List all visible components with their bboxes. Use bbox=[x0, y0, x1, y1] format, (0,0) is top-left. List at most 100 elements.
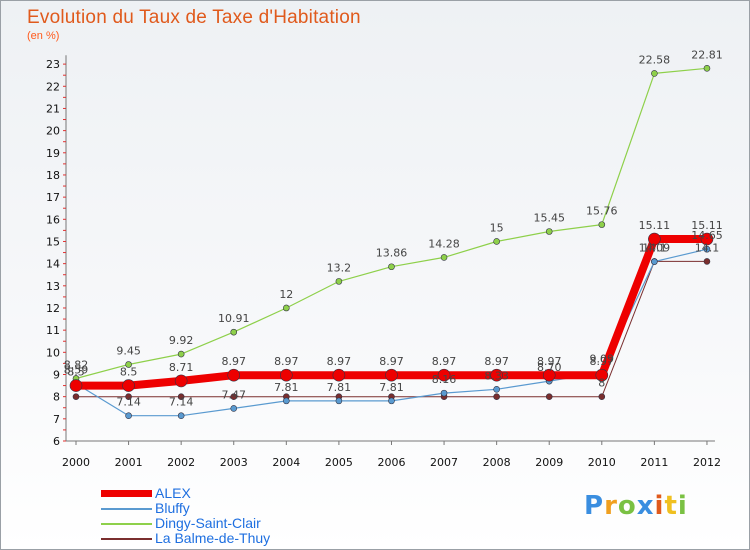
data-point-alex bbox=[542, 368, 556, 382]
y-tick-label: 10 bbox=[46, 346, 60, 359]
x-tick-label: 2010 bbox=[588, 456, 616, 469]
x-tick-label: 2007 bbox=[430, 456, 458, 469]
y-tick-label: 23 bbox=[46, 58, 60, 71]
data-label-dingy-saint-clair: 10.91 bbox=[218, 312, 250, 325]
legend-item-la-balme-de-thuy: La Balme-de-Thuy bbox=[101, 531, 401, 546]
data-label-alex: 8.5 bbox=[67, 366, 85, 379]
data-label-alex: 15.11 bbox=[691, 219, 723, 232]
data-point-alex bbox=[490, 368, 503, 382]
data-point-bluffy bbox=[440, 389, 448, 397]
y-tick-label: 14 bbox=[46, 258, 60, 271]
data-point-la-balme-de-thuy bbox=[493, 393, 500, 400]
data-point-alex bbox=[122, 379, 135, 392]
data-point-alex bbox=[385, 368, 398, 382]
data-point-alex bbox=[648, 232, 661, 246]
data-label-bluffy: 8.16 bbox=[432, 373, 457, 386]
data-point-dingy-saint-clair bbox=[125, 361, 132, 368]
y-tick-label: 6 bbox=[53, 435, 60, 448]
data-point-dingy-saint-clair bbox=[545, 228, 553, 235]
data-point-dingy-saint-clair bbox=[335, 278, 343, 285]
legend-swatch-dingy-saint-clair bbox=[101, 523, 152, 525]
logo-letter: P bbox=[584, 491, 605, 521]
data-label-bluffy: 14.65 bbox=[691, 229, 723, 242]
proxiti-logo: Proxiti bbox=[584, 491, 688, 521]
data-point-bluffy bbox=[283, 397, 290, 405]
data-point-bluffy bbox=[493, 386, 500, 393]
y-tick-label: 15 bbox=[46, 235, 60, 248]
data-label-alex: 8.5 bbox=[120, 366, 138, 379]
legend-label-la-balme-de-thuy: La Balme-de-Thuy bbox=[155, 530, 271, 546]
data-point-dingy-saint-clair bbox=[440, 254, 448, 261]
logo-letter: i bbox=[654, 491, 665, 521]
data-label-bluffy: 8.33 bbox=[484, 369, 509, 382]
data-point-la-balme-de-thuy bbox=[72, 393, 80, 400]
data-point-alex bbox=[280, 368, 293, 382]
data-label-alex: 8.97 bbox=[274, 355, 299, 368]
x-tick-label: 2012 bbox=[693, 456, 721, 469]
data-label-dingy-saint-clair: 14.28 bbox=[428, 237, 460, 250]
data-point-alex bbox=[227, 368, 241, 382]
data-label-alex: 8.97 bbox=[379, 355, 404, 368]
x-tick-label: 2005 bbox=[325, 456, 353, 469]
data-point-alex bbox=[69, 379, 83, 392]
y-tick-label: 11 bbox=[46, 324, 60, 337]
data-point-dingy-saint-clair bbox=[651, 70, 658, 77]
data-label-dingy-saint-clair: 8.82 bbox=[64, 358, 89, 371]
data-label-alex: 8.97 bbox=[590, 355, 615, 368]
y-tick-label: 17 bbox=[46, 191, 60, 204]
data-label-bluffy: 7.14 bbox=[116, 396, 141, 409]
data-point-la-balme-de-thuy bbox=[545, 393, 553, 400]
data-point-bluffy bbox=[177, 412, 185, 420]
logo-letter: r bbox=[604, 491, 618, 521]
x-tick-label: 2011 bbox=[640, 456, 668, 469]
data-point-la-balme-de-thuy bbox=[598, 393, 606, 400]
data-label-dingy-saint-clair: 13.2 bbox=[327, 261, 352, 274]
x-tick-label: 2004 bbox=[272, 456, 300, 469]
legend-label-dingy-saint-clair: Dingy-Saint-Clair bbox=[155, 515, 261, 531]
x-tick-label: 2001 bbox=[115, 456, 143, 469]
data-point-bluffy bbox=[388, 397, 395, 405]
x-tick-label: 2009 bbox=[535, 456, 563, 469]
data-label-alex: 8.97 bbox=[221, 355, 246, 368]
y-tick-label: 21 bbox=[46, 102, 60, 115]
data-label-dingy-saint-clair: 15.45 bbox=[533, 211, 565, 224]
data-point-bluffy bbox=[335, 397, 343, 405]
data-point-la-balme-de-thuy bbox=[177, 393, 185, 400]
legend-item-dingy-saint-clair: Dingy-Saint-Clair bbox=[101, 516, 401, 531]
y-tick-label: 9 bbox=[53, 368, 60, 381]
data-label-dingy-saint-clair: 9.92 bbox=[169, 334, 194, 347]
data-label-dingy-saint-clair: 13.86 bbox=[376, 247, 408, 260]
data-label-alex: 15.11 bbox=[639, 219, 671, 232]
data-label-dingy-saint-clair: 15.76 bbox=[586, 205, 618, 218]
data-label-dingy-saint-clair: 9.45 bbox=[116, 345, 141, 358]
data-point-dingy-saint-clair bbox=[230, 328, 238, 336]
data-point-bluffy bbox=[230, 405, 238, 412]
legend: ALEX Bluffy Dingy-Saint-Clair La Balme-d… bbox=[101, 486, 401, 546]
data-point-dingy-saint-clair bbox=[388, 263, 395, 271]
y-tick-label: 18 bbox=[46, 169, 60, 182]
legend-item-alex: ALEX bbox=[101, 486, 401, 501]
legend-label-alex: ALEX bbox=[155, 485, 191, 501]
data-point-dingy-saint-clair bbox=[598, 221, 606, 228]
chart-subtitle: (en %) bbox=[27, 30, 60, 42]
data-point-la-balme-de-thuy bbox=[703, 258, 711, 265]
data-label-alex: 8.97 bbox=[432, 355, 457, 368]
legend-swatch-la-balme-de-thuy bbox=[101, 538, 152, 540]
series-line-dingy-saint-clair bbox=[75, 67, 708, 380]
data-point-bluffy bbox=[125, 412, 132, 420]
data-label-bluffy: 8.59 bbox=[64, 364, 89, 377]
y-tick-label: 7 bbox=[53, 413, 60, 426]
y-tick-label: 8 bbox=[53, 391, 60, 404]
y-tick-label: 12 bbox=[46, 302, 60, 315]
data-label-la-balme-de-thuy: 8 bbox=[598, 377, 605, 390]
data-label-bluffy: 14.09 bbox=[639, 242, 671, 255]
data-label-alex: 8.97 bbox=[484, 355, 509, 368]
data-point-alex bbox=[595, 368, 609, 382]
x-tick-label: 2003 bbox=[220, 456, 248, 469]
data-point-dingy-saint-clair bbox=[177, 350, 185, 358]
data-point-dingy-saint-clair bbox=[283, 304, 290, 312]
y-tick-label: 16 bbox=[46, 213, 60, 226]
logo-letter: i bbox=[677, 491, 688, 521]
